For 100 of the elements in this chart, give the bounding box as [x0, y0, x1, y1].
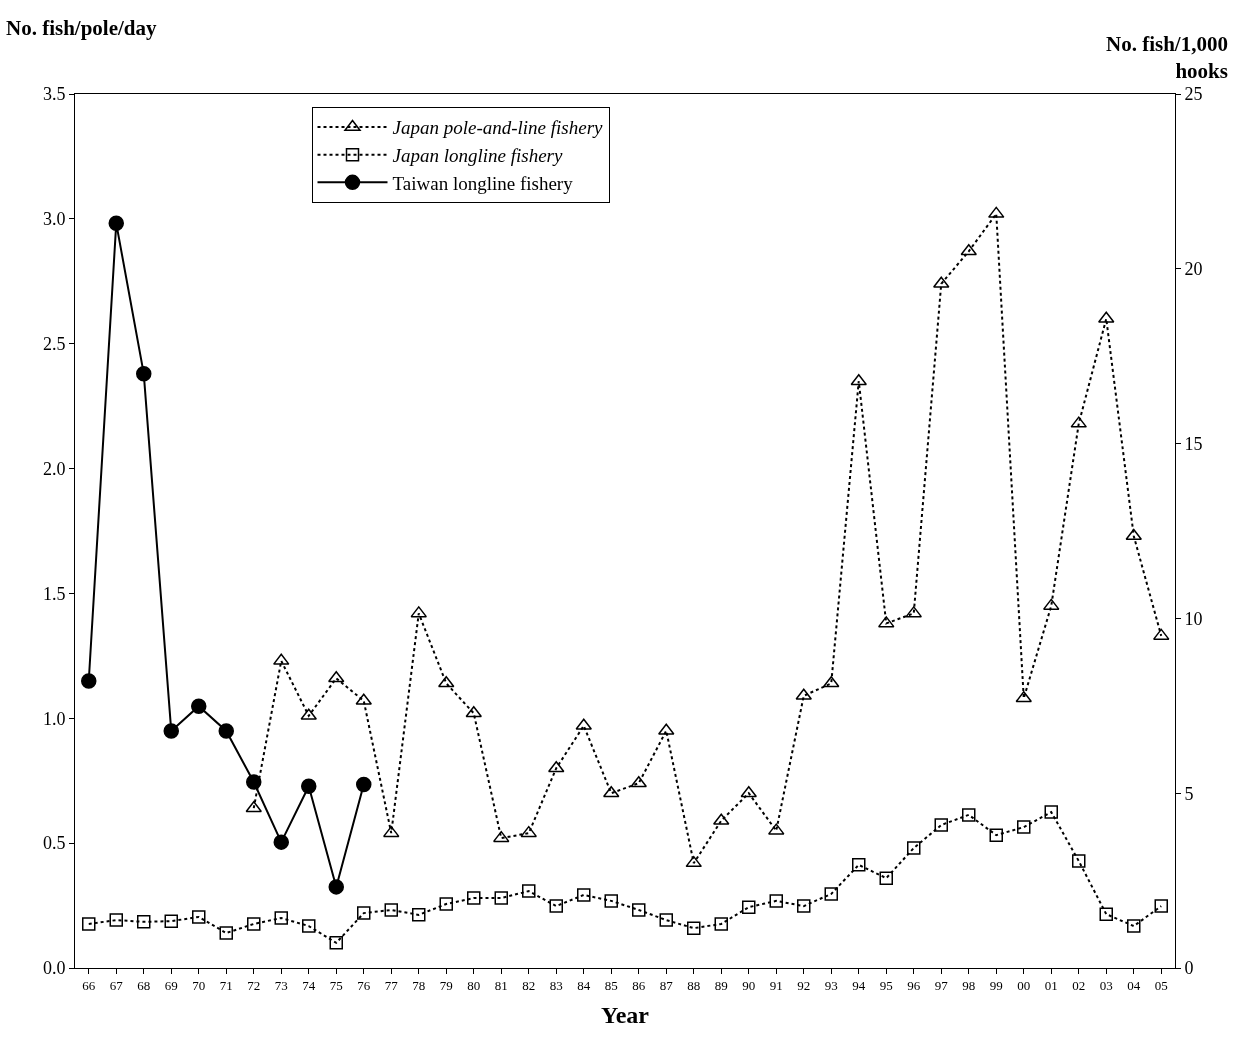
y-tick-label: 2.0 [42, 458, 66, 479]
point [577, 888, 591, 902]
y-tick-label: 0.5 [42, 833, 66, 854]
y-tick-label: 2.5 [42, 334, 66, 355]
x-tick-label: 78 [412, 977, 426, 993]
x-tick-label: 92 [797, 977, 811, 993]
x-tick-label: 68 [137, 977, 151, 993]
x-tick-label: 67 [109, 977, 124, 993]
point [274, 911, 288, 925]
point [81, 673, 97, 689]
point [245, 800, 263, 813]
y-axis-title: No. fish/pole/day [6, 16, 158, 40]
x-tick-label: 88 [687, 977, 701, 993]
x-tick-label: 87 [659, 977, 674, 993]
y2-tick-label: 25 [1184, 84, 1203, 105]
point [329, 936, 343, 950]
point [879, 871, 893, 885]
point [219, 926, 233, 940]
y-tick-label: 1.0 [42, 708, 66, 729]
x-tick-label: 80 [467, 977, 481, 993]
point [273, 834, 289, 850]
x-axis-title: Year [601, 1001, 650, 1028]
x-tick-label: 85 [604, 977, 618, 993]
x-tick-label: 66 [82, 977, 96, 993]
point [1072, 854, 1086, 868]
point [850, 373, 868, 386]
point [164, 914, 178, 928]
point [247, 917, 261, 931]
point [630, 775, 648, 788]
point [769, 894, 783, 908]
point [82, 917, 96, 931]
y2-tick-label: 0 [1184, 958, 1194, 979]
point [714, 917, 728, 931]
x-tick-label: 77 [384, 977, 399, 993]
x-tick-label: 93 [824, 977, 838, 993]
x-tick-label: 02 [1072, 977, 1086, 993]
point [824, 887, 838, 901]
point [356, 776, 372, 793]
point [547, 760, 565, 773]
y2-tick-label: 10 [1184, 608, 1203, 629]
point [1127, 919, 1141, 933]
point [659, 913, 673, 927]
y-tick-label: 3.5 [42, 84, 66, 105]
x-tick-label: 72 [247, 977, 261, 993]
x-tick-label: 03 [1099, 977, 1113, 993]
x-tick-label: 97 [934, 977, 949, 993]
x-tick-label: 94 [852, 977, 866, 993]
point [494, 891, 508, 905]
x-tick-label: 99 [989, 977, 1003, 993]
x-tick-label: 75 [329, 977, 343, 993]
point [852, 858, 866, 872]
point [1099, 907, 1113, 921]
x-tick-label: 84 [577, 977, 591, 993]
point [191, 698, 207, 714]
point [1044, 805, 1058, 819]
x-tick-label: 73 [274, 977, 288, 993]
point [109, 913, 123, 927]
point [797, 899, 811, 913]
point [163, 723, 179, 739]
point [740, 785, 758, 798]
x-tick-label: 81 [494, 977, 508, 993]
point [687, 921, 701, 935]
point [492, 830, 510, 843]
x-tick-label: 91 [769, 977, 783, 993]
x-tick-label: 74 [302, 977, 316, 993]
x-tick-label: 00 [1017, 977, 1031, 993]
point [522, 884, 536, 898]
point [384, 903, 398, 917]
point [108, 215, 124, 232]
y2-tick-label: 20 [1184, 259, 1203, 280]
point [412, 908, 426, 922]
x-tick-label: 89 [714, 977, 728, 993]
point [382, 825, 400, 838]
legend-label: Taiwan longline fishery [392, 172, 574, 194]
point [218, 723, 234, 739]
x-tick-label: 82 [522, 977, 536, 993]
legend-label: Japan pole-and-line fishery [392, 117, 604, 139]
y2-axis-title: No. fish/1,000 hooks [1106, 32, 1228, 84]
x-tick-label: 70 [192, 977, 206, 993]
x-tick-label: 69 [164, 977, 178, 993]
x-tick-label: 76 [357, 977, 371, 993]
x-tick-label: 79 [439, 977, 453, 993]
x-tick-label: 04 [1127, 977, 1141, 993]
point [246, 774, 262, 790]
point [549, 899, 563, 913]
point [520, 825, 538, 838]
point [632, 903, 646, 917]
point [989, 828, 1003, 842]
point [301, 778, 317, 794]
point [1017, 820, 1031, 834]
point [907, 841, 921, 855]
y-tick-label: 3.0 [42, 209, 66, 230]
x-tick-label: 01 [1044, 977, 1058, 993]
y2-tick-label: 15 [1184, 433, 1203, 454]
x-tick-label: 71 [219, 977, 233, 993]
point [192, 910, 206, 924]
y2-tick-label: 5 [1184, 783, 1194, 804]
point [302, 919, 316, 933]
x-tick-label: 83 [549, 977, 563, 993]
point [742, 900, 756, 914]
